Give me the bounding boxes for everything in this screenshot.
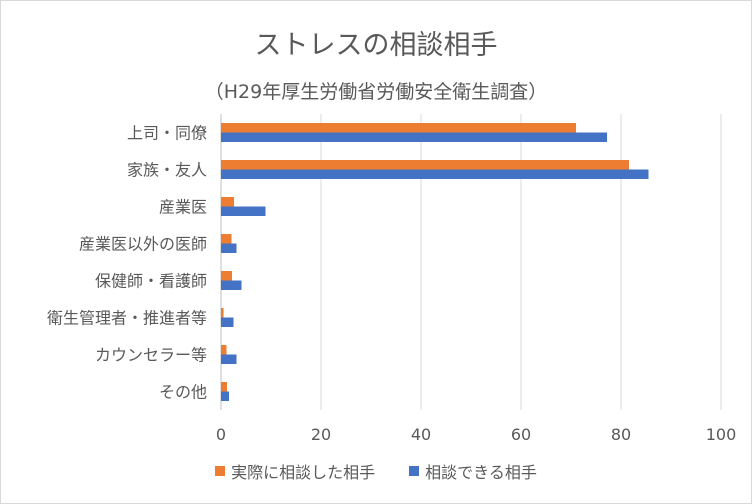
bar-chart-plot: 0 20 40 60 80 100 上司・同僚家族・友人産業医産業医以外の医師保健師・看護師… bbox=[47, 114, 737, 444]
legend-label-possible: 相談できる相手 bbox=[425, 463, 537, 482]
bar-series0-cat5 bbox=[221, 308, 224, 318]
category-label-1: 家族・友人 bbox=[127, 161, 207, 180]
bar-series0-cat2 bbox=[221, 197, 234, 207]
bar-series1-cat4 bbox=[221, 280, 242, 290]
bar-series0-cat3 bbox=[221, 234, 232, 244]
bar-series1-cat5 bbox=[221, 317, 234, 327]
legend-swatch-actual bbox=[215, 466, 226, 476]
x-tick-label-3: 60 bbox=[511, 425, 531, 444]
bar-series0-cat6 bbox=[221, 345, 227, 355]
legend-item-possible: 相談できる相手 bbox=[409, 459, 537, 483]
legend-item-actual: 実際に相談した相手 bbox=[215, 459, 375, 483]
bar-series0-cat0 bbox=[221, 123, 576, 133]
bar-series1-cat7 bbox=[221, 391, 229, 401]
chart-subtitle: （H29年厚生労働省労働安全衛生調査） bbox=[204, 81, 548, 103]
x-tick-label-4: 80 bbox=[611, 425, 631, 444]
bar-series1-cat1 bbox=[221, 169, 649, 179]
category-label-5: 衛生管理者・推進者等 bbox=[47, 309, 207, 328]
category-label-3: 産業医以外の医師 bbox=[79, 235, 207, 254]
x-tick-label-2: 40 bbox=[411, 425, 431, 444]
x-tick-label-5: 100 bbox=[706, 425, 737, 444]
category-label-6: カウンセラー等 bbox=[95, 346, 207, 365]
category-label-7: その他 bbox=[159, 383, 207, 402]
chart-title: ストレスの相談相手 bbox=[254, 30, 498, 61]
x-tick-label-0: 0 bbox=[216, 425, 226, 444]
legend-swatch-possible bbox=[409, 466, 420, 476]
bar-series1-cat6 bbox=[221, 354, 237, 364]
bar-series0-cat4 bbox=[221, 271, 232, 281]
category-label-4: 保健師・看護師 bbox=[95, 272, 207, 291]
bar-series0-cat1 bbox=[221, 160, 629, 170]
legend-label-actual: 実際に相談した相手 bbox=[231, 463, 376, 482]
chart-legend: 実際に相談した相手 相談できる相手 bbox=[1, 459, 751, 483]
bar-series1-cat3 bbox=[221, 243, 237, 253]
bar-series1-cat0 bbox=[221, 132, 607, 142]
bar-series0-cat7 bbox=[221, 382, 227, 392]
x-tick-label-1: 20 bbox=[311, 425, 331, 444]
bar-series1-cat2 bbox=[221, 206, 266, 216]
category-label-0: 上司・同僚 bbox=[127, 124, 207, 143]
category-label-2: 産業医 bbox=[159, 198, 207, 217]
